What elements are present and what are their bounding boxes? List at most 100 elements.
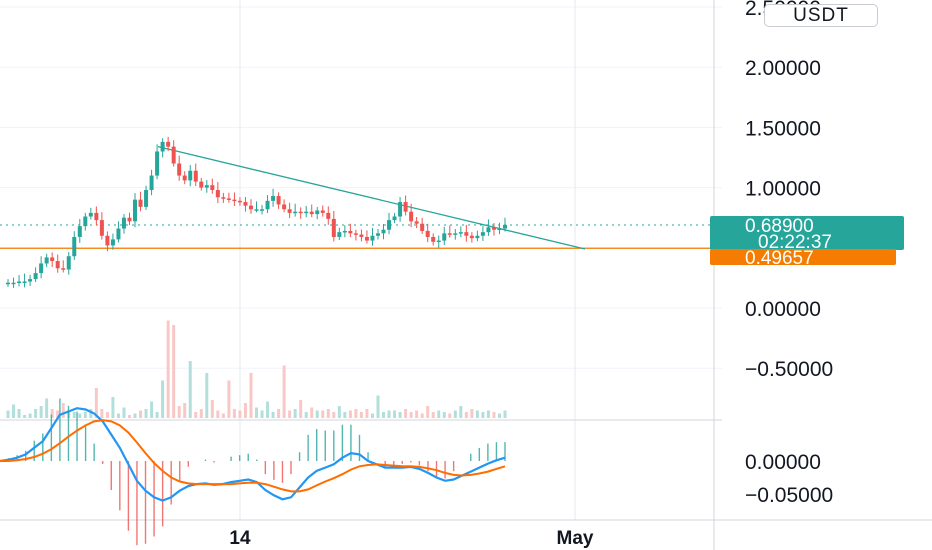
volume-bar — [404, 409, 408, 418]
candle-body — [469, 235, 474, 239]
volume-bar — [61, 403, 65, 418]
candle-body — [491, 227, 496, 230]
volume-bar — [459, 406, 463, 418]
candle-body — [204, 185, 209, 188]
candle-body — [17, 281, 22, 284]
volume-bar — [382, 412, 386, 418]
volume-bar — [359, 412, 363, 418]
candle-body — [453, 233, 458, 235]
support-price-value: 0.49657 — [745, 248, 814, 269]
volume-bar — [437, 410, 441, 418]
volume-bar — [72, 412, 76, 418]
volume-bar — [227, 380, 231, 418]
volume-bar — [332, 412, 336, 418]
volume-bar — [299, 400, 303, 418]
volume-bar — [453, 410, 457, 418]
volume-bar — [133, 413, 137, 418]
candle-body — [44, 257, 49, 264]
volume-bar — [199, 409, 203, 418]
candle-body — [375, 233, 380, 236]
volume-bar — [470, 409, 474, 418]
support-price-tag — [710, 249, 896, 265]
candle-body — [50, 257, 55, 262]
candle-body — [138, 199, 143, 207]
candle-body — [6, 282, 10, 285]
volume-bar — [6, 410, 10, 418]
candle-body — [39, 263, 44, 274]
candle-body — [503, 224, 507, 229]
volume-bar — [348, 410, 352, 418]
candle-body — [348, 230, 353, 234]
price-axis-label: 1.50000 — [745, 117, 821, 140]
volume-bar — [464, 412, 468, 418]
volume-bar — [420, 413, 424, 418]
volume-bar — [304, 412, 308, 418]
trendline — [157, 146, 586, 250]
volume-bar — [431, 412, 435, 418]
candle-body — [320, 210, 325, 213]
volume-bar — [448, 413, 452, 418]
volume-bar — [150, 401, 154, 418]
volume-bar — [210, 400, 214, 418]
volume-bar — [188, 361, 192, 418]
candle-body — [144, 190, 149, 207]
volume-bar — [216, 410, 220, 418]
last-price-value: 0.68900 — [745, 216, 814, 237]
candle-body — [403, 202, 408, 212]
candle-body — [298, 211, 303, 214]
volume-bar — [481, 412, 485, 418]
volume-bar — [94, 388, 98, 418]
candle-body — [121, 217, 126, 229]
candle-body — [475, 235, 480, 239]
candle-body — [28, 279, 33, 282]
candle-body — [364, 236, 369, 241]
volume-bar — [288, 410, 292, 418]
volume-bar — [277, 409, 281, 418]
candlesticks — [6, 136, 507, 288]
candle-body — [171, 146, 176, 164]
volume-bar — [266, 401, 270, 418]
volume-bar — [45, 398, 49, 418]
candle-body — [398, 202, 403, 217]
price-axis-label: 0.00000 — [745, 298, 821, 321]
volume-bar — [243, 403, 247, 418]
volume-bar — [442, 412, 446, 418]
candle-body — [127, 217, 132, 222]
volume-bar — [238, 410, 242, 418]
volume-bar — [50, 409, 54, 418]
candle-body — [33, 273, 38, 280]
volume-bar — [310, 407, 314, 418]
candle-body — [276, 196, 281, 205]
candle-body — [442, 233, 447, 241]
volume-bar — [205, 373, 209, 418]
volume-bar — [144, 409, 148, 418]
volume-bar — [398, 412, 402, 418]
time-axis[interactable]: 14 May — [229, 528, 593, 549]
volume-bar — [326, 409, 330, 418]
candle-body — [155, 151, 160, 176]
candle-body — [199, 181, 204, 188]
currency-badge[interactable]: USDT — [764, 4, 878, 27]
volume-bar — [354, 409, 358, 418]
candle-body — [425, 230, 430, 237]
volume-bar — [122, 407, 126, 418]
volume-bar — [321, 410, 325, 418]
volume-bar — [89, 409, 93, 418]
time-axis-label: May — [557, 528, 594, 549]
macd-line — [0, 407, 506, 502]
candle-body — [83, 216, 88, 227]
candle-body — [392, 216, 397, 221]
candle-body — [99, 220, 104, 236]
price-axis-label: 2.00000 — [745, 57, 821, 80]
volume-bar — [260, 410, 264, 418]
volume-bar — [161, 380, 165, 418]
volume-bar — [155, 412, 159, 418]
volume-bar — [78, 413, 82, 418]
volume-bar — [255, 407, 258, 418]
volume-bar — [393, 410, 397, 418]
candle-body — [387, 220, 392, 230]
volume-bar — [387, 410, 391, 418]
